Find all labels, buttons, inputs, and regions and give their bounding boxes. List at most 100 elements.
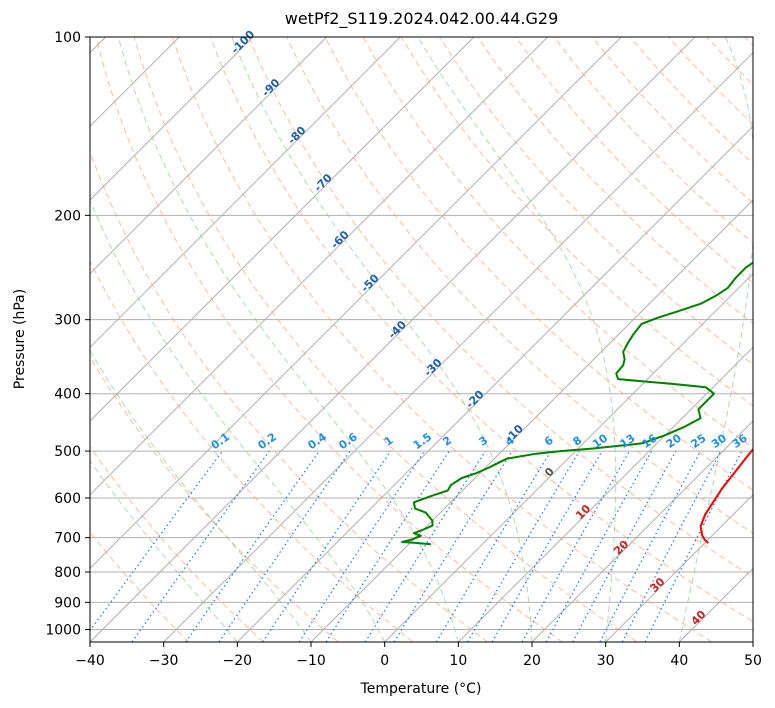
mixing-ratio-line (435, 450, 552, 642)
mixing-ratio-line (393, 450, 513, 642)
isotherm-label: -20 (463, 388, 486, 411)
isotherm-line (384, 272, 753, 642)
y-tick-label: 400 (54, 387, 81, 403)
mixing-ratio-label: 25 (689, 432, 709, 451)
mixing-ratio-line (325, 450, 450, 642)
isotherm-label: -30 (421, 356, 444, 379)
isotherm-label: -80 (285, 124, 308, 147)
mixing-ratio-line (466, 450, 580, 642)
x-tick-label: 50 (744, 653, 762, 669)
isotherm-line (531, 420, 753, 642)
dry-adiabat-line (438, 37, 753, 366)
mixing-ratio-line (218, 450, 351, 642)
moist-adiabat-line (90, 199, 386, 642)
y-tick-label: 600 (54, 491, 81, 507)
y-tick-label: 500 (54, 444, 81, 460)
mixing-ratio-line (599, 450, 702, 642)
isotherm-line (90, 37, 549, 496)
x-tick-label: 30 (597, 653, 615, 669)
dry-adiabat-line (90, 531, 190, 642)
chart-title: wetPf2_S119.2024.042.00.44.G29 (284, 9, 559, 28)
dewpoint-line (401, 261, 753, 546)
y-tick-label: 700 (54, 531, 81, 547)
mixing-ratio-label: 0.2 (256, 430, 279, 452)
dry-adiabat-line (210, 37, 753, 623)
dry-adiabat-line (90, 356, 339, 642)
moist-adiabat-line (417, 37, 617, 642)
isotherm-line (90, 37, 622, 570)
y-tick-label: 800 (54, 565, 81, 581)
isotherm-label: -40 (386, 318, 409, 341)
mixing-ratio-label: 2 (440, 434, 454, 449)
mixing-ratio-line (364, 450, 486, 642)
dry-adiabat-line (90, 150, 488, 642)
mixing-ratio-line (298, 450, 425, 642)
mixing-ratio-label: 16 (640, 431, 660, 451)
x-tick-label: 20 (523, 653, 541, 669)
isotherm-label: -60 (328, 228, 351, 251)
dry-adiabat-line (324, 37, 753, 491)
moist-adiabat-line (678, 37, 753, 642)
mixing-ratio-label: 3 (477, 434, 491, 449)
dry-adiabat-line (95, 37, 563, 642)
isotherm-label: -90 (259, 76, 282, 99)
y-tick-label: 1000 (45, 622, 81, 638)
x-tick-label: −10 (296, 653, 326, 669)
x-tick-label: 10 (449, 653, 467, 669)
dry-adiabat-line (248, 37, 753, 578)
dry-adiabat-line (171, 37, 712, 642)
dry-adiabat-line (515, 37, 753, 284)
dry-adiabat-line (706, 37, 753, 86)
moist-adiabat-line (90, 460, 238, 642)
isotherm-label: 40 (689, 608, 709, 628)
isotherm-line (163, 51, 753, 642)
mixing-ratio-label: 0.4 (306, 430, 330, 452)
mixing-ratio-label: 0.1 (209, 430, 232, 452)
isotherm-line (90, 37, 696, 642)
mixing-ratio-line (572, 450, 677, 642)
y-tick-label: 900 (54, 595, 81, 611)
isotherm-label: -100 (229, 28, 258, 57)
mixing-ratio-label: 1 (382, 434, 396, 449)
isotherm-line (90, 37, 401, 349)
mixing-ratio-label: 36 (730, 431, 750, 451)
dry-adiabat-line (90, 445, 264, 642)
dry-adiabat-line (553, 37, 753, 244)
plot-frame (89, 36, 754, 643)
y-tick-label: 300 (54, 313, 81, 329)
x-tick-label: −20 (223, 653, 253, 669)
mixing-ratio-line (545, 450, 653, 642)
moist-adiabat-line (117, 37, 459, 642)
isotherm-line (90, 37, 475, 422)
dry-adiabat-line (744, 37, 753, 47)
mixing-ratio-label: 6 (542, 434, 556, 449)
x-tick-label: −40 (75, 653, 105, 669)
x-tick-label: 40 (670, 653, 688, 669)
mixing-ratio-label: 8 (571, 434, 585, 449)
x-tick-label: −30 (149, 653, 179, 669)
moist-adiabat-line (231, 37, 533, 642)
dry-adiabat-line (286, 37, 753, 534)
dry-adiabat-line (133, 37, 638, 642)
y-axis-label: Pressure (hPa) (12, 289, 28, 389)
dry-adiabat-line (668, 37, 753, 125)
isotherm-label: 30 (648, 575, 668, 595)
y-tick-label: 100 (54, 30, 81, 46)
x-tick-label: 0 (380, 653, 389, 669)
isotherm-label: -50 (358, 271, 381, 294)
moist-adiabat-line (90, 349, 312, 642)
mixing-ratio-line (185, 450, 320, 642)
isotherm-line (90, 37, 254, 201)
isotherm-line (457, 346, 753, 642)
isotherm-line (752, 641, 753, 642)
mixing-ratio-line (131, 450, 270, 642)
y-tick-label: 200 (54, 208, 81, 224)
mixing-ratio-line (262, 450, 392, 642)
x-axis-label: Temperature (°C) (360, 681, 482, 697)
isotherm-line (90, 37, 328, 275)
temperature-line (699, 447, 753, 544)
isotherm-line (236, 125, 753, 642)
mixing-ratio-label: 13 (617, 432, 637, 451)
isotherm-line (678, 567, 753, 642)
